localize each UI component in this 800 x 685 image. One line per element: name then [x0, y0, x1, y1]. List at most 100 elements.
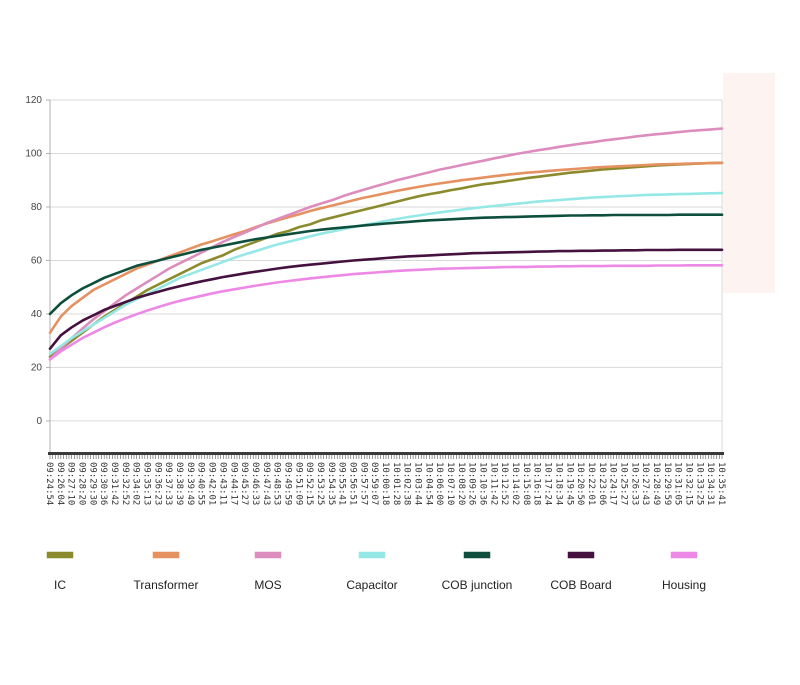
x-tick-label: 09:30:36 — [98, 462, 108, 505]
legend-label: COB junction — [442, 578, 513, 592]
x-tick-label: 10:32:15 — [683, 462, 693, 505]
x-tick-label: 10:24:17 — [608, 462, 618, 505]
x-tick-label: 10:15:08 — [521, 462, 531, 505]
legend-label: IC — [54, 578, 66, 592]
x-tick-label: 09:55:41 — [337, 462, 347, 505]
series-line-capacitor — [48, 191, 724, 356]
legend-side-panel — [723, 73, 775, 293]
legend: IC Transformer MOS Capacitor COB junction COB… — [46, 551, 706, 592]
x-tick-label: 09:35:13 — [142, 462, 152, 505]
x-tick-label: 09:44:17 — [228, 462, 238, 505]
x-tick-label: 09:52:15 — [304, 462, 314, 505]
x-tick-label: 10:00:18 — [380, 462, 390, 505]
x-axis-ticks: 09:24:54 09:26:04 09:27:10 09:28:20 09:29:30… — [44, 462, 726, 505]
x-tick-label: 09:24:54 — [44, 462, 54, 505]
x-tick-label: 10:09:26 — [467, 462, 477, 505]
x-tick-label: 10:04:54 — [423, 462, 433, 505]
x-tick-label: 10:18:34 — [553, 462, 563, 505]
x-tick-label: 10:23:06 — [597, 462, 607, 505]
series-line-cob-board — [48, 248, 724, 351]
legend-swatch — [463, 551, 491, 559]
legend-swatch — [670, 551, 698, 559]
x-tick-label: 09:45:27 — [239, 462, 249, 505]
x-tick-label: 09:39:49 — [185, 462, 195, 505]
series-line-ic — [48, 161, 724, 359]
x-tick-label: 09:47:43 — [261, 462, 271, 505]
legend-label: MOS — [254, 578, 281, 592]
x-tick-label: 09:40:55 — [196, 462, 206, 505]
x-tick-label: 09:43:11 — [217, 462, 227, 505]
y-tick-label: 100 — [25, 148, 42, 159]
x-tick-label: 10:01:28 — [391, 462, 401, 505]
x-tick-label: 09:54:35 — [326, 462, 336, 505]
y-tick-label: 80 — [31, 202, 43, 213]
x-tick-label: 10:34:31 — [705, 462, 715, 505]
legend-swatch — [567, 551, 595, 559]
y-tick-label: 40 — [31, 309, 43, 320]
y-axis-ticks: 0 20 40 60 80 100 120 — [25, 95, 42, 427]
x-tick-label: 09:51:09 — [293, 462, 303, 505]
x-tick-label: 09:36:23 — [152, 462, 162, 505]
y-tick-label: 20 — [31, 362, 43, 373]
x-tick-label: 10:03:44 — [413, 462, 423, 505]
legend-swatch — [254, 551, 282, 559]
x-tick-label: 09:56:51 — [347, 462, 357, 505]
x-tick-label: 10:10:36 — [478, 462, 488, 505]
x-tick-label: 09:26:04 — [55, 462, 65, 505]
x-tick-label: 10:12:52 — [499, 462, 509, 505]
x-tick-label: 10:22:01 — [586, 462, 596, 505]
x-tick-label: 10:16:18 — [532, 462, 542, 505]
x-tick-label: 10:11:42 — [488, 462, 498, 505]
x-tick-label: 09:28:20 — [77, 462, 87, 505]
x-tick-label: 10:27:43 — [640, 462, 650, 505]
legend-label: Capacitor — [346, 578, 397, 592]
x-tick-label: 09:31:42 — [109, 462, 119, 505]
x-tick-label: 10:25:27 — [618, 462, 628, 505]
series-line-transformer — [48, 161, 724, 335]
x-tick-label: 09:59:07 — [369, 462, 379, 505]
axes — [46, 99, 724, 459]
series-line-cob-junction — [48, 213, 724, 316]
x-tick-label: 10:26:33 — [629, 462, 639, 505]
series-lines — [48, 127, 724, 361]
x-tick-label: 10:31:05 — [673, 462, 683, 505]
x-tick-label: 10:28:49 — [651, 462, 661, 505]
x-tick-label: 10:17:24 — [543, 462, 553, 505]
x-tick-label: 09:46:33 — [250, 462, 260, 505]
y-tick-label: 120 — [25, 95, 42, 106]
x-tick-label: 10:14:02 — [510, 462, 520, 505]
x-tick-label: 09:42:01 — [207, 462, 217, 505]
y-tick-label: 60 — [31, 255, 43, 266]
x-axis-band — [48, 452, 724, 455]
x-tick-label: 10:35:41 — [716, 462, 726, 505]
legend-label: COB Board — [550, 578, 611, 592]
x-tick-label: 10:06:00 — [434, 462, 444, 505]
legend-swatch — [152, 551, 180, 559]
legend-label: Transformer — [134, 578, 199, 592]
x-tick-label: 10:20:50 — [575, 462, 585, 505]
x-tick-label: 09:49:59 — [282, 462, 292, 505]
x-tick-label: 09:57:57 — [358, 462, 368, 505]
x-tick-label: 10:07:10 — [445, 462, 455, 505]
x-tick-label: 10:02:38 — [402, 462, 412, 505]
x-tick-label: 09:29:30 — [87, 462, 97, 505]
x-tick-label: 10:33:25 — [694, 462, 704, 505]
x-tick-label: 10:08:20 — [456, 462, 466, 505]
legend-swatch — [46, 551, 74, 559]
legend-label: Housing — [662, 578, 706, 592]
x-tick-label: 10:29:59 — [662, 462, 672, 505]
x-tick-label: 09:48:53 — [272, 462, 282, 505]
x-tick-label: 09:32:52 — [120, 462, 130, 505]
x-tick-label: 09:38:39 — [174, 462, 184, 505]
legend-swatch — [358, 551, 386, 559]
y-tick-label: 0 — [36, 416, 42, 427]
series-line-mos — [48, 127, 724, 361]
x-tick-label: 09:34:02 — [131, 462, 141, 505]
grid-lines — [50, 99, 722, 422]
x-tick-label: 09:53:25 — [315, 462, 325, 505]
x-tick-label: 10:19:45 — [564, 462, 574, 505]
x-tick-label: 09:37:33 — [163, 462, 173, 505]
series-line-housing — [48, 263, 724, 361]
x-tick-label: 09:27:10 — [66, 462, 76, 505]
